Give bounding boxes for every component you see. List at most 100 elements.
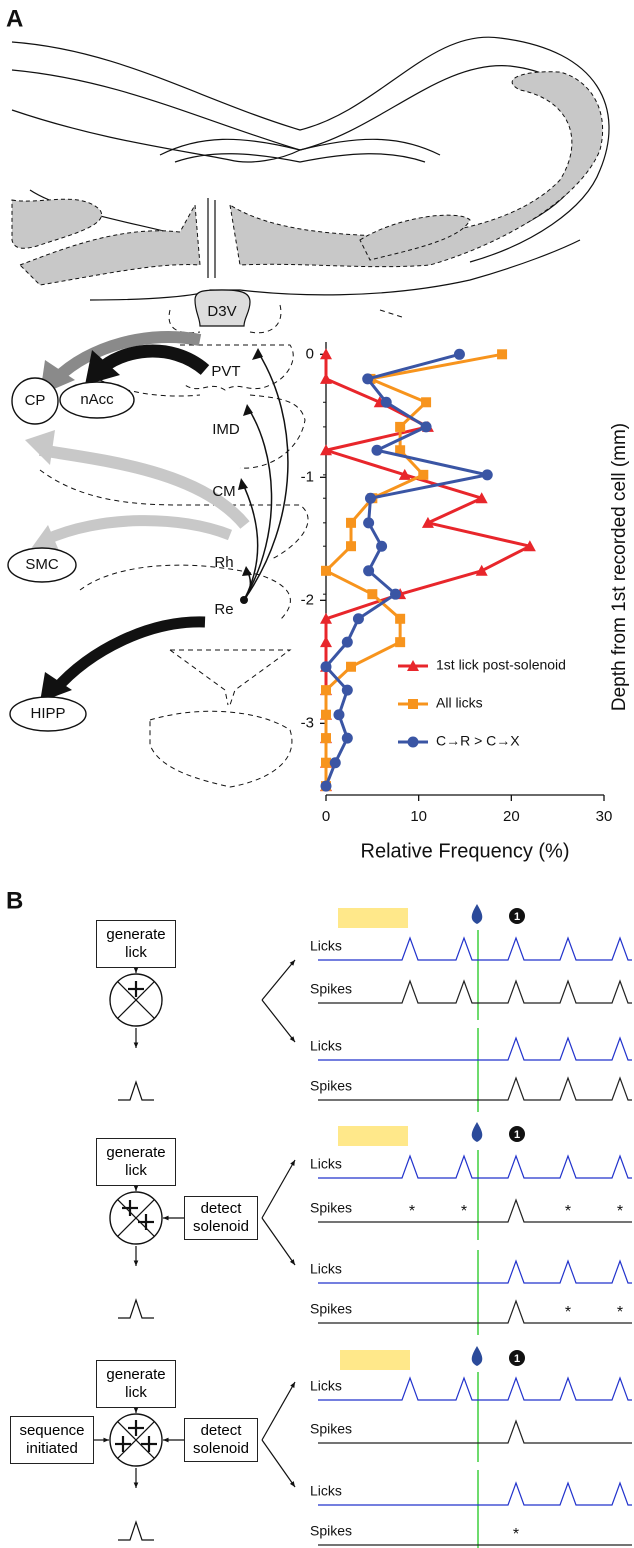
- lick-trace: [318, 1259, 632, 1284]
- legend-label: 1st lick post-solenoid: [436, 657, 566, 673]
- marker-circle: [390, 588, 401, 600]
- node-cross: [117, 981, 155, 1019]
- marker-circle: [407, 736, 419, 748]
- arrow-head: [133, 1407, 139, 1413]
- arrow-head: [289, 1036, 295, 1042]
- reward-badge: [509, 1126, 525, 1142]
- reward-label: 1: [514, 911, 520, 923]
- legend-label: All licks: [436, 695, 483, 711]
- missing-spike: *: [617, 1304, 623, 1321]
- marker-square: [321, 757, 331, 768]
- missing-spike: *: [565, 1304, 571, 1321]
- output-spike: [118, 1520, 154, 1541]
- trace-label: Licks: [310, 1038, 342, 1054]
- marker-triangle: [320, 372, 332, 384]
- marker-triangle: [475, 564, 488, 576]
- marker-square: [395, 637, 406, 648]
- water-drop: [471, 1122, 483, 1142]
- arrow: [261, 959, 296, 1001]
- process-box: detect solenoid: [184, 1418, 258, 1462]
- water-drop: [471, 904, 483, 924]
- depth-axis-title: Depth from 1st recorded cell (mm): [609, 423, 630, 711]
- marker-square: [321, 733, 331, 744]
- process-box: detect solenoid: [184, 1196, 258, 1240]
- lick-trace: [318, 1376, 632, 1401]
- region-label: CP: [25, 392, 46, 409]
- arrow-head: [290, 1382, 295, 1388]
- trace-label: Spikes: [310, 981, 352, 997]
- marker-circle: [481, 469, 493, 481]
- trace-label: Spikes: [310, 1078, 352, 1094]
- trace-label: Licks: [310, 1378, 342, 1394]
- spike-trace: [318, 1419, 632, 1444]
- arrow-head: [133, 1260, 139, 1266]
- trace-label: Licks: [310, 938, 342, 954]
- arrow-head: [133, 1042, 139, 1048]
- marker-triangle: [407, 660, 419, 671]
- marker-triangle: [523, 540, 536, 552]
- marker-triangle: [320, 444, 332, 456]
- missing-spike: *: [513, 1526, 519, 1543]
- output-spike: [118, 1298, 154, 1319]
- marker-circle: [376, 540, 388, 552]
- trace-label: Spikes: [310, 1200, 352, 1216]
- marker-square: [418, 469, 429, 480]
- node-cross: [117, 1421, 155, 1459]
- projection-arrows: [25, 331, 289, 702]
- legend-label: C→R > C→X: [436, 733, 520, 749]
- marker-circle: [380, 396, 392, 408]
- marker-circle: [333, 709, 345, 721]
- reward-label: 1: [514, 1129, 520, 1141]
- freq-axis-title: Relative Frequency (%): [361, 840, 570, 862]
- series-line: [324, 354, 532, 787]
- reward-badge: [509, 1350, 525, 1366]
- reward-badge: [509, 908, 525, 924]
- arrow-head: [289, 1259, 295, 1265]
- depth-tick-label: -2: [301, 591, 314, 608]
- cue-bar: [338, 1126, 408, 1146]
- marker-triangle: [320, 612, 332, 624]
- arrow: [261, 1217, 296, 1266]
- arrow-head: [103, 1437, 109, 1443]
- marker-square: [321, 709, 331, 720]
- arrow-head: [290, 1160, 295, 1166]
- region-label: D3V: [207, 303, 236, 320]
- marker-square: [367, 589, 378, 600]
- region-shapes: [7, 377, 135, 732]
- missing-spike: *: [617, 1203, 623, 1220]
- spike-trace: [318, 1076, 632, 1101]
- arrow-head: [133, 967, 139, 973]
- marker-square: [395, 613, 406, 624]
- marker-circle: [363, 565, 375, 577]
- marker-circle: [371, 444, 383, 456]
- process-box: generate lick: [96, 920, 176, 968]
- depth-tick-label: 0: [306, 345, 314, 362]
- marker-circle: [352, 613, 364, 625]
- arrow-head: [133, 1482, 139, 1488]
- marker-square: [421, 397, 432, 408]
- trace-label: Licks: [310, 1483, 342, 1499]
- d3v-shape: [194, 289, 251, 327]
- marker-square: [346, 661, 357, 672]
- trace-label: Spikes: [310, 1523, 352, 1539]
- missing-spike: *: [409, 1203, 415, 1220]
- marker-circle: [329, 757, 341, 769]
- process-box: generate lick: [96, 1360, 176, 1408]
- arrow: [261, 1381, 296, 1441]
- freq-tick-label: 10: [410, 808, 427, 825]
- cue-bar: [340, 1350, 410, 1370]
- marker-circle: [363, 517, 375, 529]
- trace-label: Spikes: [310, 1301, 352, 1317]
- marker-circle: [320, 780, 332, 792]
- reward-label: 1: [514, 1353, 520, 1365]
- region-label: CM: [212, 483, 235, 500]
- marker-circle: [341, 684, 353, 696]
- trace-label: Licks: [310, 1156, 342, 1172]
- region-label: nAcc: [80, 391, 114, 408]
- arrow: [261, 999, 296, 1043]
- marker-square: [321, 685, 331, 696]
- marker-square: [321, 565, 331, 576]
- arrow-head: [289, 960, 295, 966]
- panel-label: B: [6, 887, 23, 914]
